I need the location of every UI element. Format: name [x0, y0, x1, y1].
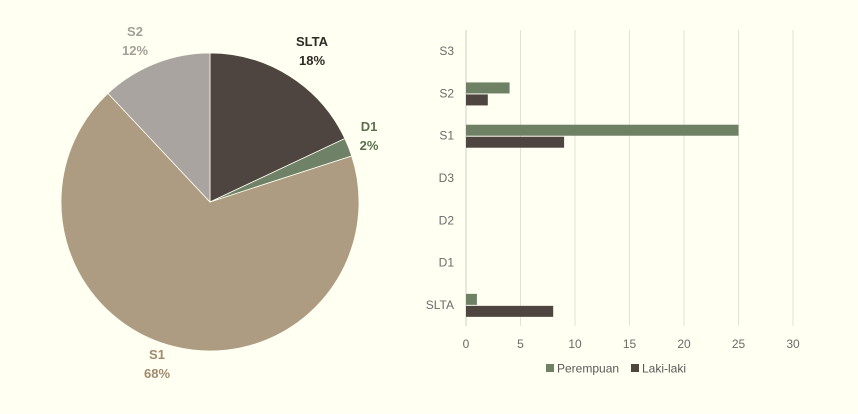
category-label-d2: D2 [439, 213, 455, 227]
x-tick-label-20: 20 [677, 337, 691, 351]
legend-label-laki-laki: Laki-laki [642, 362, 686, 376]
pie-value-label-d1: 2% [360, 138, 379, 153]
x-tick-label-5: 5 [517, 337, 524, 351]
legend-swatch-laki-laki [631, 364, 639, 372]
pie-label-slta: SLTA [296, 34, 329, 49]
bar-laki-laki-slta [466, 305, 554, 317]
bar-category-labels: SLTA D1 D2 D3 S1 S2 S3 [426, 44, 455, 312]
bar-laki-laki-s2 [466, 94, 488, 106]
bar-x-tick-labels: 0 5 10 15 20 25 30 [463, 337, 800, 351]
x-tick-label-10: 10 [568, 337, 582, 351]
bar-chart: SLTA D1 D2 D3 S1 S2 S3 0 5 10 15 20 25 30 Perempuan L… [426, 30, 800, 376]
category-label-s1: S1 [439, 129, 454, 143]
pie-slice-s1 [60, 92, 360, 352]
pie-label-s1: S1 [149, 347, 165, 362]
bar-legend: Perempuan Laki-laki [546, 362, 686, 376]
category-label-d1: D1 [439, 256, 455, 270]
bar-marks [466, 82, 739, 317]
pie-value-label-s2: 12% [122, 43, 148, 58]
bar-perempuan-s1 [466, 124, 739, 136]
x-tick-label-15: 15 [623, 337, 637, 351]
category-label-slta: SLTA [426, 298, 454, 312]
pie-slice-slta [209, 52, 346, 203]
bar-perempuan-s2 [466, 82, 510, 94]
pie-label-s2: S2 [127, 24, 143, 39]
bar-laki-laki-s1 [466, 136, 565, 148]
x-tick-label-0: 0 [463, 337, 470, 351]
category-label-s2: S2 [439, 86, 454, 100]
legend-label-perempuan: Perempuan [557, 362, 619, 376]
bar-perempuan-slta [466, 293, 477, 305]
legend-swatch-perempuan [546, 364, 554, 372]
x-tick-label-25: 25 [732, 337, 746, 351]
pie-value-label-slta: 18% [299, 53, 325, 68]
pie-chart: SLTA 18% D1 2% S1 68% S2 12% [60, 24, 379, 381]
pie-slice-s2 [107, 52, 211, 204]
x-tick-label-30: 30 [786, 337, 800, 351]
bar-gridlines [465, 30, 794, 326]
category-label-d3: D3 [439, 171, 455, 185]
pie-label-d1: D1 [361, 119, 378, 134]
pie-value-label-s1: 68% [144, 366, 170, 381]
category-label-s3: S3 [439, 44, 454, 58]
